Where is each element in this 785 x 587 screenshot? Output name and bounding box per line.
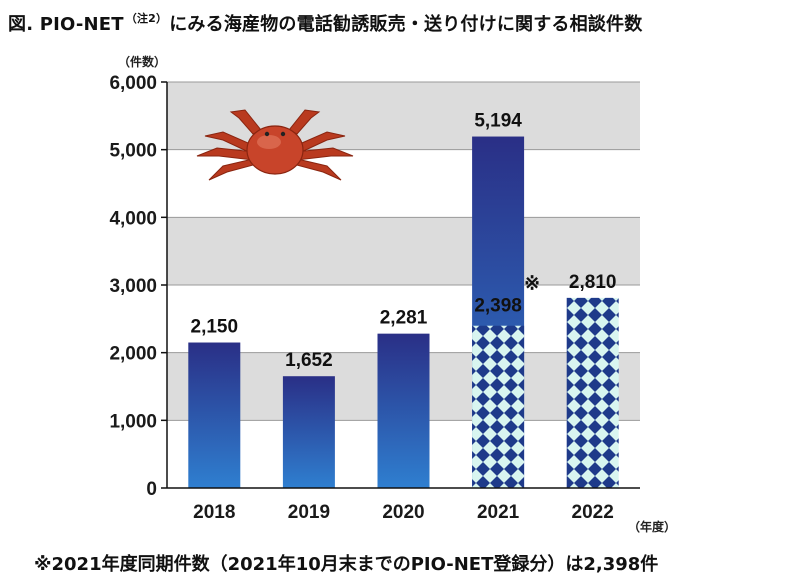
y-tick-label: 0 xyxy=(146,479,157,500)
value-label-2021: 5,194 xyxy=(474,111,522,132)
y-axis-label: （件数） xyxy=(118,54,166,69)
plot-background xyxy=(167,82,640,488)
x-tick-label: 2021 xyxy=(477,502,520,523)
y-axis: 0 1,000 2,000 3,000 4,000 5,000 6,000 xyxy=(109,73,640,500)
y-tick-label: 3,000 xyxy=(109,276,157,297)
value-labels: 2,150 1,652 2,281 2,398※ 5,194 2,810 xyxy=(191,111,617,372)
y-tick-label: 6,000 xyxy=(109,73,157,94)
bars xyxy=(188,136,619,488)
title-note: （注2） xyxy=(125,12,168,25)
bar-2021-same-period xyxy=(472,325,525,488)
x-tick-label: 2018 xyxy=(193,502,235,523)
footnote: ※2021年度同期件数（2021年10月末までのPIO-NET登録分）は2,39… xyxy=(34,554,659,575)
x-tick-label: 2020 xyxy=(382,502,424,523)
x-tick-label: 2022 xyxy=(572,502,614,523)
bar-2018 xyxy=(188,342,241,488)
band-3 xyxy=(167,217,640,285)
title-suffix: にみる海産物の電話勧誘販売・送り付けに関する相談件数 xyxy=(169,14,643,35)
x-tick-label: 2019 xyxy=(288,502,330,523)
crab-icon xyxy=(196,109,354,181)
y-tick-label: 5,000 xyxy=(109,141,157,162)
same-period-marker: ※ xyxy=(524,274,540,295)
title-prefix: 図. PIO-NET xyxy=(8,14,124,35)
value-label-2019: 1,652 xyxy=(285,350,333,371)
bar-2022 xyxy=(566,297,619,488)
same-period-label: 2,398 xyxy=(474,296,522,317)
chart-title: 図. PIO-NET （注2） にみる海産物の電話勧誘販売・送り付けに関する相談件数 xyxy=(8,10,642,36)
value-label-2022: 2,810 xyxy=(569,272,617,293)
y-tick-label: 1,000 xyxy=(109,411,157,432)
value-label-2018: 2,150 xyxy=(191,317,239,338)
bar-2019 xyxy=(282,376,335,488)
value-label-2020: 2,281 xyxy=(380,308,428,329)
x-axis-label: （年度） xyxy=(628,519,676,534)
x-axis: 2018 2019 2020 2021 2022 xyxy=(193,502,614,523)
bar-2020 xyxy=(377,333,430,488)
y-tick-label: 2,000 xyxy=(109,344,157,365)
y-tick-label: 4,000 xyxy=(109,208,157,229)
band-4 xyxy=(167,149,640,218)
